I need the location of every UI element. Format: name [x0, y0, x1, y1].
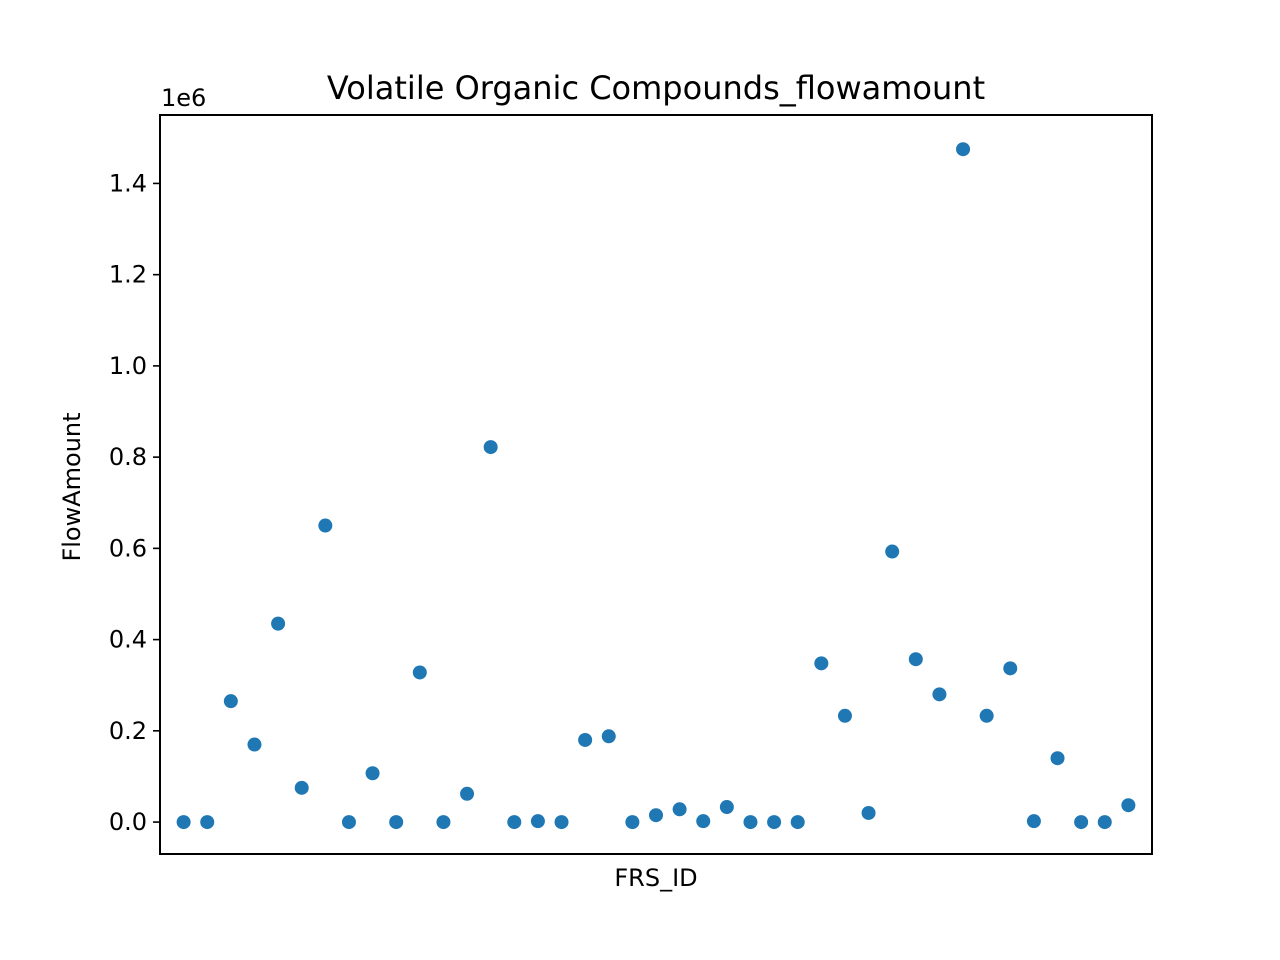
data-point	[578, 732, 593, 747]
data-point	[814, 656, 829, 671]
data-point	[1026, 814, 1041, 829]
y-axis-label: FlowAmount	[58, 412, 86, 561]
data-point	[507, 815, 522, 830]
data-point	[271, 616, 286, 631]
data-point	[341, 815, 356, 830]
data-point	[649, 808, 663, 823]
x-axis-label: FRS_ID	[614, 864, 697, 892]
data-point	[861, 805, 876, 820]
data-point	[932, 687, 947, 702]
data-point	[885, 544, 900, 559]
y-tick-label: 1.0	[109, 352, 147, 380]
data-point	[436, 815, 451, 830]
y-tick-label: 0.0	[109, 808, 147, 836]
data-point	[1121, 798, 1136, 813]
y-axis-ticks: 0.0 0.2 0.4 0.6 0.8 1.0 1.2 1.4	[109, 169, 160, 836]
data-point	[790, 815, 805, 830]
data-point	[389, 815, 404, 830]
data-point	[601, 729, 616, 744]
data-point	[719, 800, 734, 815]
chart-title: Volatile Organic Compounds_flowamount	[327, 69, 985, 107]
y-tick-label: 1.2	[109, 261, 147, 289]
data-point	[318, 518, 333, 533]
data-point	[743, 815, 758, 830]
y-tick-label: 0.6	[109, 534, 147, 562]
data-point	[365, 766, 380, 781]
data-point	[530, 814, 545, 829]
y-tick-label: 0.4	[109, 626, 147, 654]
data-point	[672, 802, 687, 817]
data-point	[625, 815, 640, 830]
y-tick-label: 0.8	[109, 443, 147, 471]
plot-frame	[159, 114, 1153, 855]
data-point	[176, 815, 191, 830]
data-point	[696, 814, 711, 829]
data-point	[979, 708, 994, 723]
data-point	[200, 815, 215, 830]
data-point	[460, 786, 475, 801]
data-point	[956, 142, 971, 157]
data-point	[223, 694, 238, 709]
data-point	[247, 737, 262, 752]
data-point	[483, 440, 498, 455]
data-points	[176, 142, 1136, 830]
data-point	[1074, 815, 1089, 830]
y-tick-label: 0.2	[109, 717, 147, 745]
data-point	[412, 665, 427, 680]
y-tick-label: 1.4	[109, 169, 147, 197]
data-point	[908, 652, 923, 667]
data-point	[294, 780, 309, 795]
data-point	[1003, 661, 1018, 676]
data-point	[1097, 815, 1112, 830]
data-point	[837, 708, 852, 723]
y-axis-offset-label: 1e6	[161, 84, 206, 112]
data-point	[1050, 751, 1065, 766]
data-point	[767, 815, 782, 830]
data-point	[554, 815, 569, 830]
